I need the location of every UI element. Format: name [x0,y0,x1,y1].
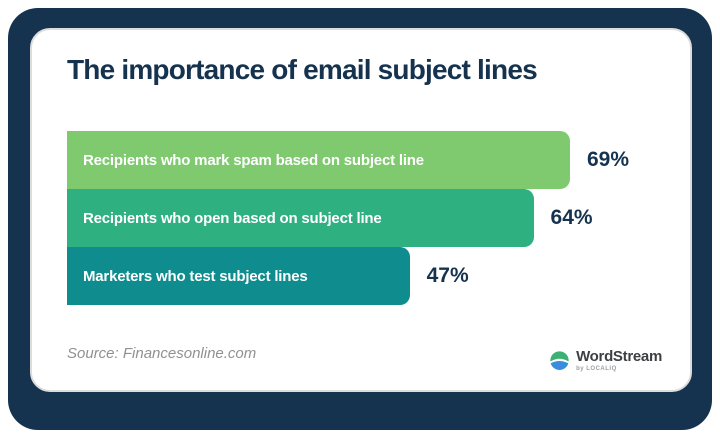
bar-mark-spam: Recipients who mark spam based on subjec… [67,131,570,189]
value-label: 69% [587,148,630,171]
value-label: 64% [550,206,593,229]
bar-chart: Recipients who mark spam based on subjec… [67,131,667,305]
bar-label: Recipients who mark spam based on subjec… [83,151,424,169]
bar-row: Recipients who mark spam based on subjec… [67,131,667,189]
bar-test: Marketers who test subject lines [67,247,410,305]
wordstream-wave-circle-icon [550,351,569,370]
bar-label: Marketers who test subject lines [83,267,308,285]
logo-subtext: by LOCALIQ [576,366,617,372]
bar-row: Marketers who test subject lines 47% [67,247,667,305]
bar-label: Recipients who open based on subject lin… [83,209,382,227]
value-label: 47% [426,264,469,287]
chart-card: The importance of email subject lines Re… [30,28,692,392]
source-attribution: Source: Financesonline.com [67,345,257,362]
logo-text-block: WordStream by LOCALIQ [576,348,662,372]
wordstream-logo: WordStream by LOCALIQ [549,348,662,372]
bar-open: Recipients who open based on subject lin… [67,189,534,247]
page-title: The importance of email subject lines [67,54,538,85]
logo-wordmark: WordStream [576,348,662,365]
bar-row: Recipients who open based on subject lin… [67,189,667,247]
